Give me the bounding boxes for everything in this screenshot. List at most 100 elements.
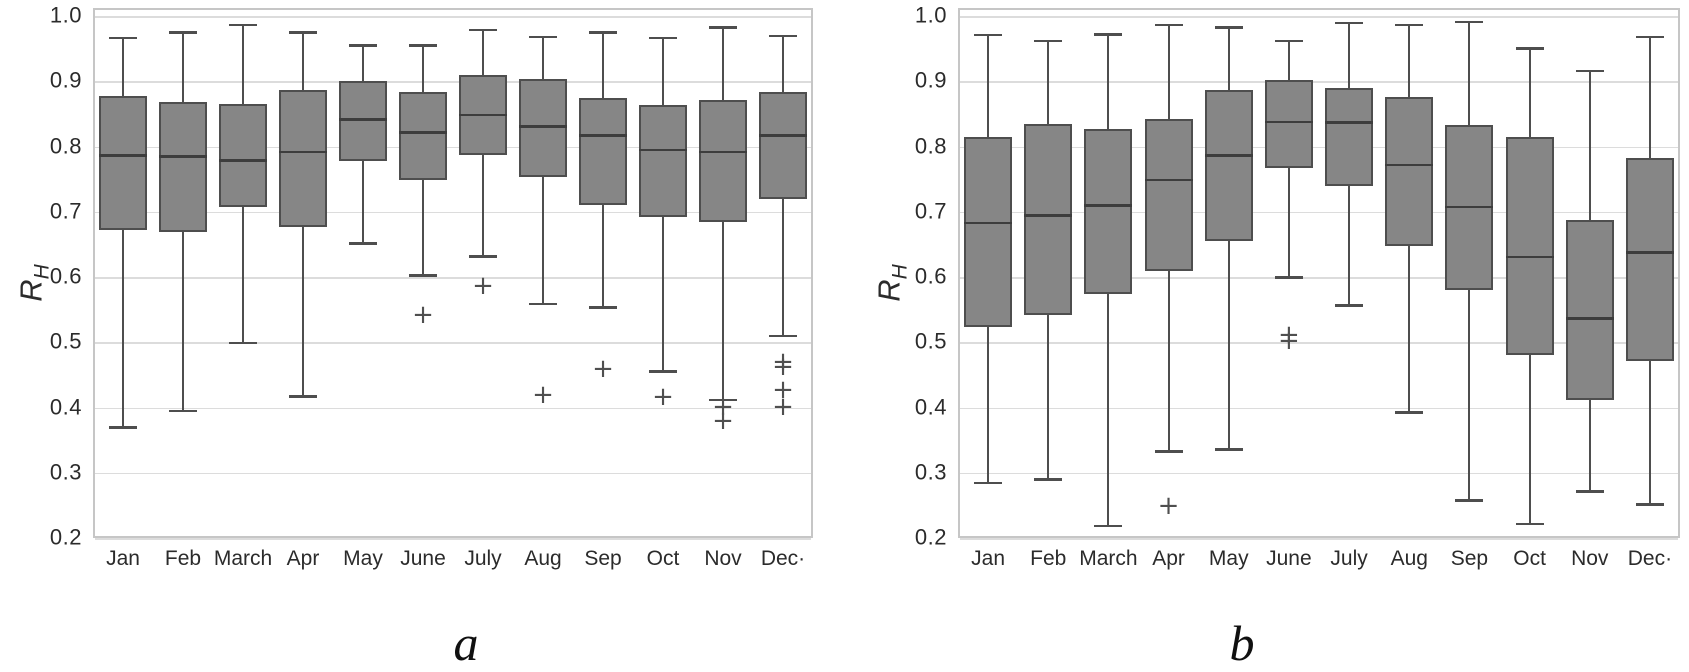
y-tick-b-0.4: 0.4	[914, 393, 947, 419]
x-tick-b-jan: Jan	[971, 547, 1006, 570]
median-a-may	[339, 118, 387, 121]
cap-low-b-may	[1214, 448, 1243, 451]
x-tick-a-nov: Nov	[704, 547, 742, 570]
whisker-low-b-apr	[1167, 271, 1170, 452]
cap-high-b-july	[1335, 21, 1364, 25]
x-tick-a-aug: Aug	[524, 547, 562, 570]
gridline-a-0.7	[95, 211, 811, 214]
gridline-b-0.4	[960, 407, 1678, 409]
whisker-low-b-dec	[1648, 361, 1651, 505]
cap-low-a-oct	[649, 370, 677, 373]
cap-high-a-sep	[589, 31, 617, 34]
cap-high-a-nov	[709, 26, 737, 29]
cap-low-a-may	[349, 242, 377, 245]
x-tick-b-nov: Nov	[1571, 547, 1609, 570]
whisker-low-a-aug	[542, 177, 544, 304]
cap-high-b-feb	[1034, 39, 1063, 43]
x-tick-b-june: June	[1266, 547, 1312, 570]
whisker-low-a-jan	[122, 230, 124, 428]
y-tick-a-0.6: 0.6	[49, 263, 82, 289]
whisker-low-b-nov	[1588, 400, 1591, 492]
cap-low-a-nov	[709, 398, 737, 402]
y-tick-a-1.0: 1.0	[49, 2, 82, 28]
box-b-march	[1084, 128, 1133, 294]
box-a-apr	[279, 89, 327, 227]
whisker-low-b-july	[1348, 186, 1351, 306]
whisker-high-a-oct	[662, 37, 664, 105]
whisker-low-b-may	[1227, 241, 1230, 450]
whisker-high-a-march	[242, 24, 244, 105]
cap-low-a-june	[409, 274, 437, 277]
y-tick-b-0.5: 0.5	[914, 328, 947, 354]
outlier-b-june-1: +	[1278, 326, 1300, 357]
whisker-low-a-oct	[662, 217, 664, 371]
whisker-low-a-june	[422, 179, 424, 276]
median-a-feb	[159, 155, 207, 158]
median-a-nov	[699, 150, 747, 154]
outlier-a-dec-0: +	[772, 346, 794, 377]
whisker-low-b-oct	[1528, 354, 1531, 524]
median-a-oct	[639, 148, 687, 152]
cap-low-b-nov	[1575, 490, 1604, 493]
whisker-low-a-july	[482, 155, 484, 257]
median-b-nov	[1565, 317, 1614, 320]
outlier-a-dec-1: +	[772, 351, 794, 382]
median-b-may	[1204, 154, 1253, 157]
outlier-b-june-0: +	[1278, 319, 1300, 350]
x-tick-b-feb: Feb	[1030, 547, 1067, 570]
cap-high-b-nov	[1575, 69, 1604, 73]
gridline-b-0.2	[960, 538, 1678, 540]
gridline-b-0.3	[960, 472, 1678, 475]
x-tick-a-may: May	[343, 547, 383, 570]
whisker-low-b-jan	[987, 326, 990, 483]
outlier-a-july-0: +	[472, 270, 494, 301]
whisker-high-a-feb	[182, 32, 184, 102]
cap-high-b-sep	[1455, 20, 1484, 24]
box-a-jan	[99, 96, 147, 231]
gridline-a-0.3	[95, 472, 811, 475]
box-b-june	[1264, 79, 1313, 169]
gridline-a-0.2	[95, 538, 811, 540]
cap-low-a-sep	[589, 306, 617, 309]
cap-high-a-jan	[109, 36, 137, 40]
cap-high-b-aug	[1395, 23, 1424, 27]
median-b-feb	[1024, 214, 1073, 217]
whisker-high-b-feb	[1047, 40, 1050, 124]
whisker-high-b-dec	[1648, 36, 1651, 158]
cap-high-a-dec	[769, 34, 797, 38]
median-b-dec	[1625, 251, 1674, 254]
gridline-b-0.7	[960, 211, 1678, 214]
box-b-jan	[964, 136, 1013, 327]
outlier-a-dec-2: +	[772, 375, 794, 406]
whisker-high-a-sep	[602, 32, 604, 99]
outlier-a-nov-0: +	[712, 392, 734, 423]
y-tick-a-0.3: 0.3	[49, 459, 82, 485]
whisker-high-a-may	[362, 45, 364, 82]
x-tick-b-apr: Apr	[1152, 547, 1185, 570]
box-a-dec	[759, 92, 807, 199]
whisker-high-b-aug	[1408, 24, 1411, 97]
cap-high-a-march	[229, 23, 257, 27]
median-a-june	[399, 131, 447, 134]
box-b-feb	[1024, 123, 1073, 315]
box-a-june	[399, 92, 447, 180]
median-a-july	[459, 113, 507, 117]
whisker-low-a-nov	[722, 222, 724, 400]
whisker-high-a-apr	[302, 32, 304, 90]
x-tick-b-oct: Oct	[1513, 547, 1546, 570]
y-tick-b-0.2: 0.2	[914, 524, 947, 550]
y-tick-a-0.4: 0.4	[49, 393, 82, 419]
y-tick-b-0.7: 0.7	[914, 198, 947, 224]
cap-high-b-jan	[974, 33, 1003, 37]
whisker-low-b-sep	[1468, 290, 1471, 501]
whisker-high-b-march	[1107, 34, 1110, 129]
cap-low-a-apr	[289, 395, 317, 398]
whisker-low-a-march	[242, 207, 244, 343]
y-tick-b-0.8: 0.8	[914, 132, 947, 158]
x-tick-b-sep: Sep	[1450, 547, 1489, 570]
whisker-low-a-may	[362, 160, 364, 244]
box-b-apr	[1144, 119, 1193, 272]
y-tick-b-1.0: 1.0	[914, 2, 947, 28]
gridline-a-0.6	[95, 277, 811, 279]
